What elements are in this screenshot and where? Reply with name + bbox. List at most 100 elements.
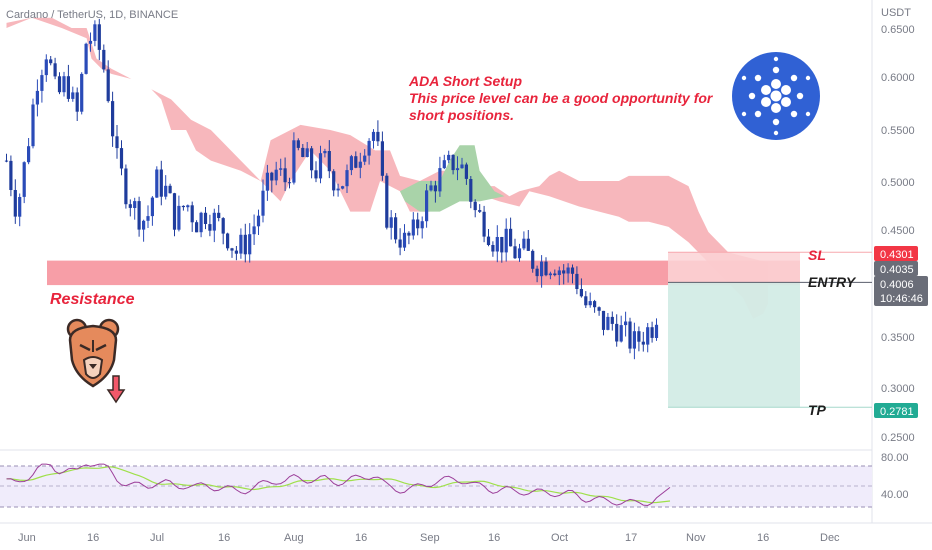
candle-body bbox=[575, 273, 579, 289]
price-tick: 0.5000 bbox=[881, 177, 915, 189]
current-price-tag bbox=[874, 276, 928, 306]
candle-body bbox=[371, 131, 376, 141]
candle-body bbox=[265, 172, 269, 191]
candle-body bbox=[354, 156, 358, 168]
candle-body bbox=[429, 185, 433, 191]
setup-line-3: short positions. bbox=[409, 107, 514, 123]
price-tick: 0.3500 bbox=[881, 332, 915, 344]
candle-body bbox=[579, 289, 583, 297]
candle-body bbox=[128, 204, 132, 208]
candle-body bbox=[305, 148, 309, 157]
price-tick: 0.6500 bbox=[881, 24, 915, 36]
candle-body bbox=[49, 59, 53, 64]
candle-body bbox=[332, 171, 336, 191]
candle-body bbox=[119, 148, 124, 169]
candle-body bbox=[150, 197, 154, 217]
tp-label: TP bbox=[808, 402, 827, 418]
stop-loss-zone bbox=[668, 252, 800, 283]
down-arrow-icon bbox=[106, 375, 126, 404]
candle-body bbox=[97, 24, 101, 50]
candle-body bbox=[292, 140, 296, 183]
sl-price-text: 0.4301 bbox=[880, 249, 914, 261]
cardano-logo-icon bbox=[732, 52, 820, 140]
candle-body bbox=[341, 186, 345, 189]
candle-body bbox=[416, 219, 420, 229]
candle-body bbox=[513, 246, 517, 259]
candle-body bbox=[256, 215, 261, 227]
candle-body bbox=[314, 170, 318, 179]
candle-body bbox=[376, 131, 380, 142]
candle-body bbox=[75, 92, 79, 112]
bear-icon bbox=[66, 318, 120, 388]
current-price-text: 0.4006 bbox=[880, 279, 914, 291]
candle-body bbox=[4, 160, 9, 162]
candle-body bbox=[248, 234, 252, 255]
candle-body bbox=[221, 218, 225, 234]
candle-body bbox=[35, 90, 39, 105]
candle-body bbox=[540, 261, 544, 277]
candle-body bbox=[168, 185, 172, 194]
candle-body bbox=[9, 160, 13, 190]
candle-body bbox=[548, 273, 552, 276]
candle-body bbox=[279, 168, 283, 170]
candle-body bbox=[84, 43, 88, 74]
candle-body bbox=[610, 316, 614, 324]
candle-body bbox=[624, 321, 628, 326]
rsi-tick: 40.00 bbox=[881, 489, 909, 501]
time-tick: 17 bbox=[625, 532, 637, 544]
candle-body bbox=[102, 49, 106, 70]
candle-body bbox=[195, 222, 199, 233]
candle-body bbox=[420, 221, 424, 229]
rsi-line bbox=[6, 463, 671, 507]
candle-body bbox=[588, 301, 592, 306]
candle-body bbox=[208, 224, 212, 231]
candle-body bbox=[486, 236, 491, 245]
candle-body bbox=[327, 151, 331, 172]
candle-body bbox=[646, 327, 650, 345]
candle-body bbox=[464, 164, 468, 179]
sl-label: SL bbox=[808, 247, 826, 263]
candle-body bbox=[473, 201, 477, 211]
candle-body bbox=[190, 205, 194, 223]
candle-body bbox=[296, 140, 300, 148]
last-price-text: 0.4035 bbox=[880, 264, 914, 276]
resistance-label: Resistance bbox=[50, 291, 135, 308]
candle-body bbox=[199, 212, 203, 233]
candle-body bbox=[442, 160, 446, 169]
candle-body bbox=[522, 238, 526, 249]
price-tick: 0.2500 bbox=[881, 432, 915, 444]
candle-body bbox=[557, 270, 561, 275]
candle-body bbox=[433, 185, 437, 192]
candle-body bbox=[203, 212, 208, 224]
candle-body bbox=[310, 148, 314, 171]
candle-body bbox=[570, 267, 575, 274]
candle-body bbox=[584, 296, 588, 306]
candle-body bbox=[531, 250, 535, 269]
candle-body bbox=[535, 268, 539, 277]
candle-body bbox=[80, 73, 84, 112]
time-tick: Dec bbox=[820, 532, 840, 544]
candle-body bbox=[491, 245, 495, 252]
entry-label: ENTRY bbox=[808, 274, 857, 290]
candle-body bbox=[172, 193, 177, 230]
rsi-moving-average bbox=[6, 466, 671, 504]
candle-body bbox=[115, 136, 119, 149]
candle-body bbox=[358, 161, 362, 168]
time-tick: 16 bbox=[355, 532, 367, 544]
time-tick: Jul bbox=[150, 532, 164, 544]
candle-body bbox=[283, 168, 287, 183]
candle-body bbox=[243, 234, 247, 255]
candle-body bbox=[323, 151, 327, 154]
candle-body bbox=[53, 63, 57, 77]
sl-price-tag bbox=[874, 246, 918, 261]
candle-body bbox=[380, 141, 384, 176]
candle-body bbox=[88, 40, 93, 44]
candle-body bbox=[239, 234, 243, 254]
candle-body bbox=[363, 155, 367, 162]
candle-body bbox=[597, 307, 601, 311]
candle-body bbox=[181, 205, 185, 208]
candle-body bbox=[177, 205, 181, 230]
candle-body bbox=[398, 239, 402, 248]
